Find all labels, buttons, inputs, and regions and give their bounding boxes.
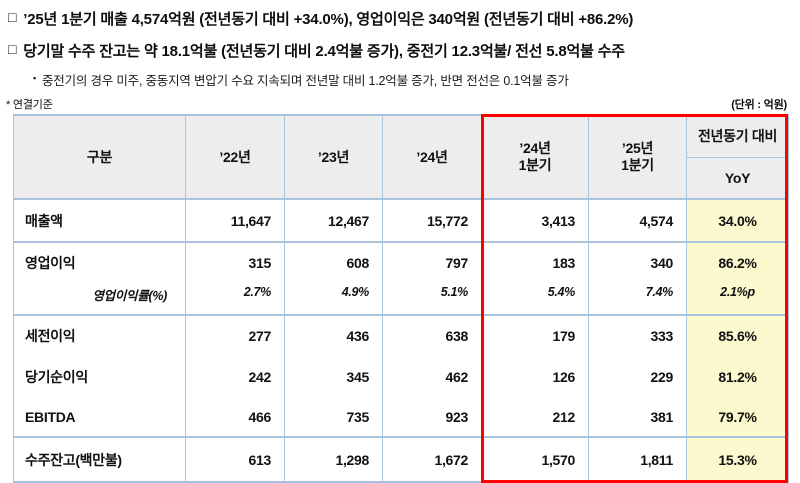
value-cell: 4.9% [284,283,383,315]
summary-bullet-backlog-text: 당기말 수주 잔고는 약 18.1억불 (전년동기 대비 2.4억불 증가), … [23,43,625,60]
value-cell: 2.7% [185,283,285,315]
yoy-cell: 81.2% [686,356,789,397]
value-cell: 179 [481,315,589,356]
yoy-cell: 15.3% [686,437,789,482]
value-cell: 183 [481,242,589,283]
table-row-revenue: 매출액 11,647 12,467 15,772 3,413 4,574 34.… [13,199,789,242]
yoy-cell: 34.0% [686,199,789,242]
col-header-q1-2024: ’24년 1분기 [481,115,589,199]
row-label: 세전이익 [13,315,186,356]
summary-bullet-revenue-text: ’25년 1분기 매출 4,574억원 (전년동기 대비 +34.0%), 영업… [23,11,634,28]
value-cell: 923 [382,397,482,437]
value-cell: 315 [185,242,285,283]
value-cell: 277 [185,315,285,356]
value-cell: 5.4% [481,283,589,315]
value-cell: 333 [588,315,687,356]
small-square-bullet-icon: ▪ [33,73,36,83]
square-bullet-icon: □ [8,9,17,25]
note-consolidated-basis: * 연결기준 [6,99,53,111]
row-label: 영업이익 [13,242,186,283]
sub-bullet-detail-text: 중전기의 경우 미주, 중동지역 변압기 수요 지속되며 전년말 대비 1.2억… [42,74,569,88]
value-cell: 1,672 [382,437,482,482]
header-row: 구분 ’22년 ’23년 ’24년 ’24년 1분기 ’25년 1분기 전년동기… [13,115,789,199]
table-row-order-backlog: 수주잔고(백만불) 613 1,298 1,672 1,570 1,811 15… [13,437,789,482]
value-cell: 466 [185,397,285,437]
row-label: 영업이익률(%) [13,283,186,315]
row-label: 매출액 [13,199,186,242]
col-header-category: 구분 [13,115,186,199]
value-cell: 11,647 [185,199,285,242]
summary-bullet-backlog: □ 당기말 수주 잔고는 약 18.1억불 (전년동기 대비 2.4억불 증가)… [6,40,792,61]
value-cell: 242 [185,356,285,397]
value-cell: 15,772 [382,199,482,242]
value-cell: 12,467 [284,199,383,242]
value-cell: 5.1% [382,283,482,315]
square-bullet-icon: □ [8,41,17,57]
table-row-net-profit: 당기순이익 242 345 462 126 229 81.2% [13,356,789,397]
value-cell: 3,413 [481,199,589,242]
col-header-2024: ’24년 [382,115,482,199]
table-notes: * 연결기준 (단위 : 억원) [6,96,787,112]
value-cell: 7.4% [588,283,687,315]
value-cell: 126 [481,356,589,397]
financial-table-wrap: 구분 ’22년 ’23년 ’24년 ’24년 1분기 ’25년 1분기 전년동기… [13,114,789,483]
value-cell: 608 [284,242,383,283]
value-cell: 797 [382,242,482,283]
table-row-pretax-profit: 세전이익 277 436 638 179 333 85.6% [13,315,789,356]
row-label: 당기순이익 [13,356,186,397]
value-cell: 613 [185,437,285,482]
value-cell: 1,570 [481,437,589,482]
header-row-yoy: YoY [14,157,789,199]
table-row-ebitda: EBITDA 466 735 923 212 381 79.7% [13,397,789,437]
sub-bullet-detail: ▪ 중전기의 경우 미주, 중동지역 변압기 수요 지속되며 전년말 대비 1.… [33,70,792,89]
summary-bullet-revenue: □ ’25년 1분기 매출 4,574억원 (전년동기 대비 +34.0%), … [6,8,792,29]
financial-table: 구분 ’22년 ’23년 ’24년 ’24년 1분기 ’25년 1분기 전년동기… [13,114,789,483]
value-cell: 462 [382,356,482,397]
summary-section: □ ’25년 1분기 매출 4,574억원 (전년동기 대비 +34.0%), … [0,0,800,89]
yoy-cell: 86.2% [686,242,789,283]
value-cell: 436 [284,315,383,356]
yoy-cell: 79.7% [686,397,789,437]
note-unit: (단위 : 억원) [731,99,787,111]
yoy-cell: 85.6% [686,315,789,356]
value-cell: 340 [588,242,687,283]
col-header-2022: ’22년 [185,115,285,199]
value-cell: 229 [588,356,687,397]
value-cell: 345 [284,356,383,397]
col-header-q1-2025: ’25년 1분기 [588,115,687,199]
value-cell: 1,811 [588,437,687,482]
table-row-operating-margin: 영업이익률(%) 2.7% 4.9% 5.1% 5.4% 7.4% 2.1%p [13,283,789,315]
table-row-operating-profit: 영업이익 315 608 797 183 340 86.2% [13,242,789,283]
col-header-yoy-group: 전년동기 대비 [686,115,789,158]
yoy-cell: 2.1%p [686,283,789,315]
value-cell: 4,574 [588,199,687,242]
row-label: EBITDA [13,397,186,437]
value-cell: 735 [284,397,383,437]
value-cell: 1,298 [284,437,383,482]
value-cell: 381 [588,397,687,437]
row-label: 수주잔고(백만불) [13,437,186,482]
col-header-yoy: YoY [686,157,789,199]
value-cell: 212 [481,397,589,437]
col-header-2023: ’23년 [284,115,383,199]
value-cell: 638 [382,315,482,356]
